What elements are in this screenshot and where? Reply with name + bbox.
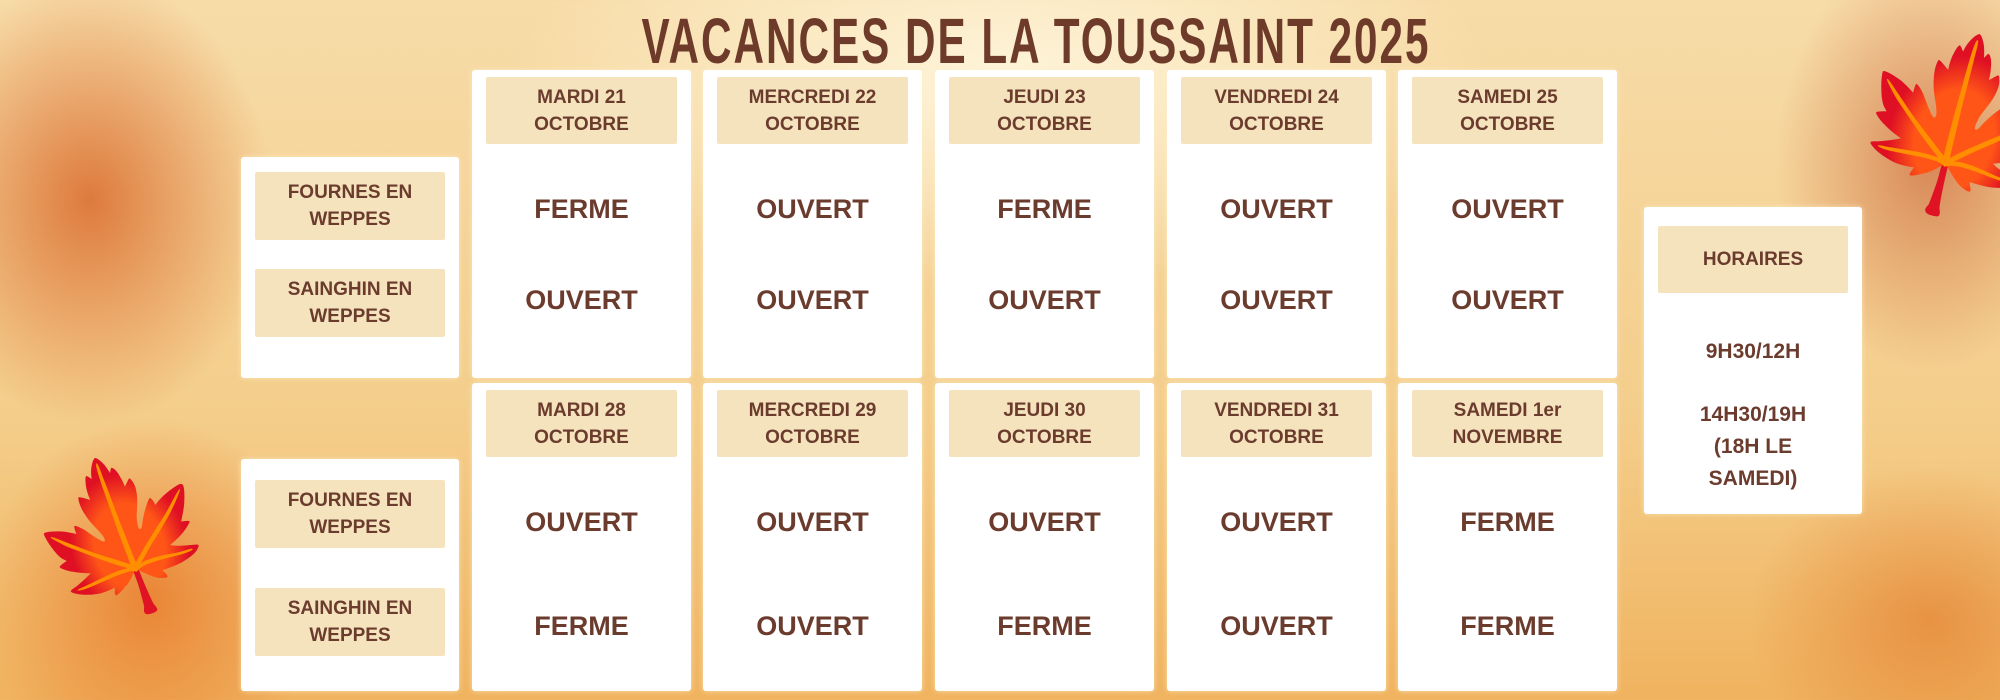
day-card: SAMEDI 1er NOVEMBRE FERME FERME <box>1398 383 1617 691</box>
status-fournes: FERME <box>1460 507 1555 537</box>
status-fournes: OUVERT <box>1220 507 1333 537</box>
day-card: SAMEDI 25 OCTOBRE OUVERT OUVERT <box>1398 70 1617 378</box>
status-sainghin: OUVERT <box>525 285 638 315</box>
hours-afternoon: 14H30/19H <box>1699 403 1807 426</box>
status-sainghin: FERME <box>1460 611 1555 641</box>
status-fournes: OUVERT <box>756 194 869 224</box>
location-card: FOURNES EN WEPPES SAINGHIN EN WEPPES <box>241 459 459 691</box>
day-card: JEUDI 30 OCTOBRE OUVERT FERME <box>935 383 1154 691</box>
status-sainghin: OUVERT <box>756 611 869 641</box>
day-header: MARDI 28 OCTOBRE <box>486 390 677 457</box>
status-sainghin: FERME <box>534 611 629 641</box>
status-fournes: FERME <box>534 194 629 224</box>
day-header: JEUDI 30 OCTOBRE <box>949 390 1140 457</box>
status-sainghin: OUVERT <box>756 285 869 315</box>
hours-note: (18H LE SAMEDI) <box>1708 435 1798 490</box>
hours-card: HORAIRES 9H30/12H 14H30/19H (18H LE SAME… <box>1644 207 1862 514</box>
day-header: MERCREDI 29 OCTOBRE <box>717 390 908 457</box>
day-card: MERCREDI 29 OCTOBRE OUVERT OUVERT <box>703 383 922 691</box>
location-card: FOURNES EN WEPPES SAINGHIN EN WEPPES <box>241 157 459 378</box>
day-header: VENDREDI 24 OCTOBRE <box>1181 77 1372 144</box>
status-sainghin: OUVERT <box>988 285 1101 315</box>
location-sainghin: SAINGHIN EN WEPPES <box>255 269 445 337</box>
day-card: VENDREDI 31 OCTOBRE OUVERT OUVERT <box>1167 383 1386 691</box>
status-sainghin: OUVERT <box>1220 285 1333 315</box>
status-fournes: FERME <box>997 194 1092 224</box>
day-header: JEUDI 23 OCTOBRE <box>949 77 1140 144</box>
day-card: JEUDI 23 OCTOBRE FERME OUVERT <box>935 70 1154 378</box>
location-fournes: FOURNES EN WEPPES <box>255 480 445 548</box>
status-sainghin: OUVERT <box>1451 285 1564 315</box>
status-fournes: OUVERT <box>525 507 638 537</box>
status-sainghin: FERME <box>997 611 1092 641</box>
day-header: SAMEDI 1er NOVEMBRE <box>1412 390 1603 457</box>
day-card: MARDI 28 OCTOBRE OUVERT FERME <box>472 383 691 691</box>
hours-morning: 9H30/12H <box>1705 340 1801 363</box>
hours-header: HORAIRES <box>1658 226 1848 293</box>
status-sainghin: OUVERT <box>1220 611 1333 641</box>
maple-leaf-icon: 🍁 <box>1829 5 2000 245</box>
day-header: VENDREDI 31 OCTOBRE <box>1181 390 1372 457</box>
location-sainghin: SAINGHIN EN WEPPES <box>255 588 445 656</box>
day-header: MERCREDI 22 OCTOBRE <box>717 77 908 144</box>
status-fournes: OUVERT <box>988 507 1101 537</box>
page-title: VACANCES DE LA TOUSSAINT 2025 <box>641 5 1431 77</box>
day-card: MERCREDI 22 OCTOBRE OUVERT OUVERT <box>703 70 922 378</box>
status-fournes: OUVERT <box>1451 194 1564 224</box>
status-fournes: OUVERT <box>756 507 869 537</box>
location-fournes: FOURNES EN WEPPES <box>255 172 445 240</box>
day-header: MARDI 21 OCTOBRE <box>486 77 677 144</box>
day-header: SAMEDI 25 OCTOBRE <box>1412 77 1603 144</box>
day-card: VENDREDI 24 OCTOBRE OUVERT OUVERT <box>1167 70 1386 378</box>
maple-leaf-icon: 🍁 <box>6 424 240 646</box>
status-fournes: OUVERT <box>1220 194 1333 224</box>
day-card: MARDI 21 OCTOBRE FERME OUVERT <box>472 70 691 378</box>
